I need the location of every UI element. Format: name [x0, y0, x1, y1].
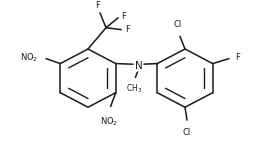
Text: F: F	[125, 25, 130, 34]
Text: Cl: Cl	[183, 128, 191, 137]
Text: NO$_2$: NO$_2$	[20, 52, 38, 64]
Text: N: N	[135, 61, 142, 70]
Text: CH$_3$: CH$_3$	[126, 82, 143, 95]
Text: F: F	[96, 1, 100, 10]
Text: Cl: Cl	[174, 20, 182, 29]
Text: NO$_2$: NO$_2$	[100, 115, 118, 128]
Text: F: F	[121, 12, 126, 21]
Text: F: F	[235, 53, 240, 62]
